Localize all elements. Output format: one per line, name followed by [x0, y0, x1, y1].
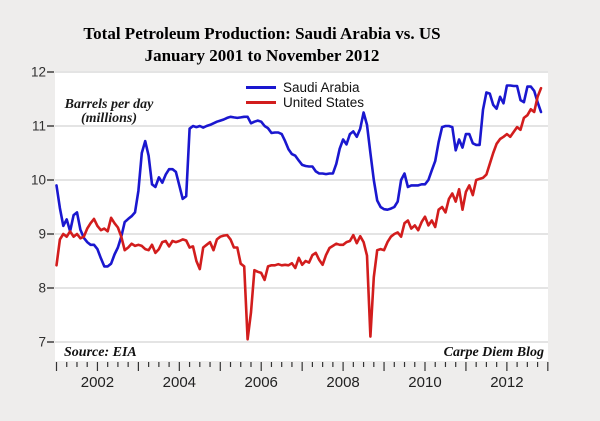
x-tick-label-2006: 2006	[244, 374, 278, 391]
saudi-arabia-line-swatch	[246, 86, 276, 89]
chart-title: Total Petroleum Production: Saudi Arabia…	[83, 24, 441, 43]
credit-note: Carpe Diem Blog	[443, 345, 544, 360]
x-tick-label-2010: 2010	[408, 374, 442, 391]
y-tick-label-10: 10	[30, 172, 46, 188]
legend-label-united-states: United States	[283, 95, 365, 110]
plot-area	[55, 71, 548, 361]
legend-row-united-states: United States	[246, 95, 364, 110]
y-tick-label-7: 7	[38, 334, 46, 350]
x-tick-label-2012: 2012	[490, 374, 524, 391]
y-tick-label-11: 11	[31, 118, 46, 134]
x-tick-label-2002: 2002	[80, 374, 115, 391]
united-states-line-swatch	[246, 101, 276, 104]
y-tick-label-9: 9	[38, 226, 46, 242]
series-line-united-states	[55, 86, 543, 341]
y-tick-label-8: 8	[38, 280, 46, 296]
chart-title-block: Total Petroleum Production: Saudi Arabia…	[0, 23, 524, 67]
legend-label-saudi-arabia: Saudi Arabia	[283, 80, 360, 95]
y-axis-title-line1: Barrels per day	[64, 97, 154, 112]
y-tick-label-12: 12	[30, 64, 46, 80]
legend: Saudi Arabia United States	[246, 80, 364, 110]
legend-row-saudi-arabia: Saudi Arabia	[246, 80, 364, 95]
x-tick-label-2004: 2004	[162, 374, 197, 391]
y-axis-title-line2: (millions)	[80, 111, 137, 126]
x-tick-label-2008: 2008	[326, 374, 360, 391]
y-axis-title: Barrels per day (millions)	[58, 98, 160, 126]
chart-subtitle: January 2001 to November 2012	[144, 46, 380, 65]
source-note: Source: EIA	[64, 345, 137, 360]
series-line-saudi-arabia	[55, 84, 543, 268]
